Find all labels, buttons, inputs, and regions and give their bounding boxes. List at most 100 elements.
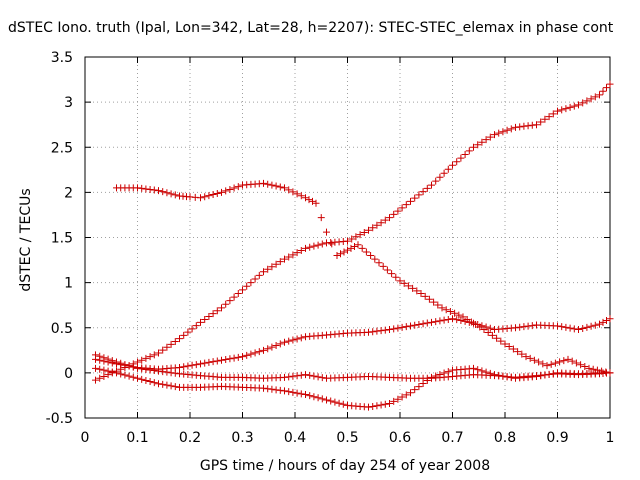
data-point: [482, 323, 490, 331]
data-point: [171, 383, 179, 391]
data-point: [365, 403, 372, 411]
data-point: [587, 95, 595, 103]
data-point: [167, 369, 175, 377]
data-point: [167, 190, 175, 198]
data-point: [297, 246, 305, 254]
data-point: [375, 259, 383, 267]
data-point: [159, 368, 167, 376]
data-point: [323, 228, 330, 236]
data-point: [348, 235, 356, 243]
data-point: [134, 184, 141, 192]
data-point: [432, 318, 440, 326]
data-point: [603, 84, 610, 92]
x-tick-label: 0.4: [284, 430, 306, 446]
data-point: [108, 368, 116, 376]
data-point: [142, 365, 150, 373]
data-point: [281, 255, 288, 263]
data-point: [281, 184, 288, 192]
data-point: [419, 320, 427, 328]
data-point: [459, 313, 467, 321]
data-point: [255, 271, 263, 279]
data-point: [264, 265, 272, 273]
data-point: [201, 315, 209, 323]
data-point: [96, 374, 104, 382]
data-point: [272, 341, 280, 349]
data-point: [327, 397, 335, 405]
data-point: [419, 188, 427, 196]
data-point: [455, 311, 463, 319]
data-point: [100, 372, 108, 380]
data-point: [402, 323, 410, 331]
data-point: [606, 369, 614, 377]
data-point: [453, 316, 461, 324]
data-point: [150, 367, 158, 375]
data-point: [371, 255, 379, 263]
data-point: [381, 326, 389, 334]
data-point: [369, 402, 377, 410]
data-point: [432, 372, 440, 380]
data-point: [347, 244, 355, 252]
y-tick-label: -0.5: [46, 411, 73, 427]
data-point: [260, 384, 267, 392]
data-point: [386, 214, 393, 222]
data-point: [419, 380, 427, 388]
data-point: [276, 183, 284, 191]
data-point: [209, 358, 217, 366]
data-point: [297, 371, 305, 379]
data-point: [92, 376, 99, 384]
data-point: [230, 354, 238, 362]
data-point: [386, 400, 393, 408]
data-point: [310, 393, 318, 401]
data-point: [575, 326, 582, 334]
data-point: [159, 346, 167, 354]
data-point: [572, 359, 580, 367]
data-point: [201, 359, 209, 367]
data-point: [121, 371, 129, 379]
data-point: [197, 194, 204, 202]
data-point: [551, 359, 559, 367]
data-point: [318, 374, 326, 382]
data-point: [566, 103, 574, 111]
data-point: [514, 348, 522, 356]
data-point: [470, 143, 477, 151]
data-point: [323, 396, 330, 404]
data-point: [358, 244, 366, 252]
data-point: [108, 357, 116, 365]
data-point: [243, 351, 251, 359]
data-point: [383, 266, 391, 274]
data-point: [314, 394, 322, 402]
data-point: [545, 370, 553, 378]
data-point: [289, 372, 297, 380]
data-point: [264, 385, 272, 393]
data-point: [163, 368, 171, 376]
data-point: [438, 304, 446, 312]
data-point: [583, 97, 591, 105]
data-point: [155, 367, 162, 375]
data-point: [171, 337, 179, 345]
data-point: [545, 113, 553, 121]
data-point: [138, 375, 146, 383]
data-point: [306, 243, 314, 251]
data-point: [589, 365, 597, 373]
data-point: [369, 224, 377, 232]
data-point: [234, 183, 242, 191]
data-point: [260, 179, 267, 187]
data-point: [495, 129, 503, 137]
data-point: [451, 309, 459, 317]
data-point: [138, 365, 146, 373]
x-tick-label: 0.1: [126, 430, 148, 446]
data-point: [486, 324, 494, 332]
data-point: [268, 385, 276, 393]
data-point: [537, 118, 545, 126]
data-point: [560, 357, 568, 365]
data-point: [155, 187, 162, 195]
data-point: [314, 241, 322, 249]
data-point: [146, 378, 154, 386]
grid: [85, 57, 610, 418]
data-point: [171, 191, 179, 199]
data-point: [423, 319, 431, 327]
data-point: [394, 395, 402, 403]
y-tick-label: 2.5: [51, 140, 73, 156]
data-point: [591, 93, 599, 101]
data-point: [188, 325, 196, 333]
